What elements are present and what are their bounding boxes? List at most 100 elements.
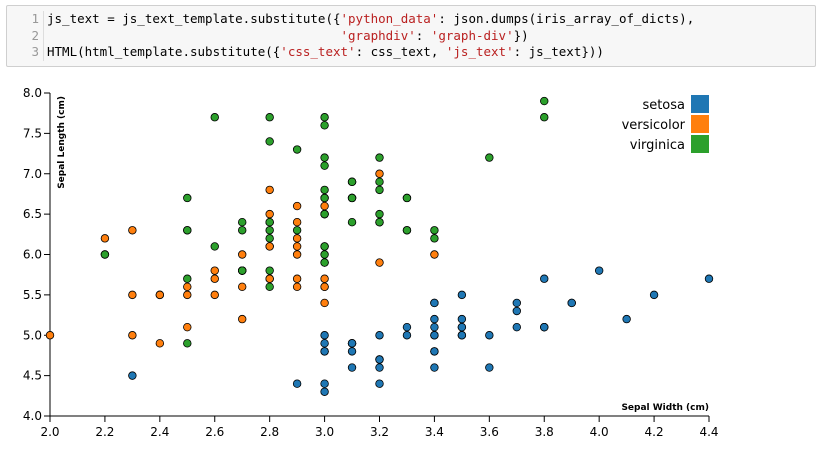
point [347,347,357,356]
y-tick-label: 5.5 [23,288,42,302]
point [512,322,521,332]
point [210,113,219,122]
point [292,217,302,227]
y-tick-label: 6.0 [23,248,42,262]
point [265,185,274,195]
point [265,282,274,291]
y-axis-label: Sepal Length (cm) [57,96,67,189]
point [320,193,329,203]
point [183,322,192,332]
point [210,242,219,251]
point [512,306,521,316]
point [292,145,302,154]
point [375,185,384,195]
code-token: : json.dumps(iris_array_of_dicts), [438,11,695,26]
point [347,363,357,372]
point [540,96,549,106]
line-number: 3 [31,44,39,59]
point [183,282,192,291]
code-line: 'graphdiv': 'graph-div'}) [47,28,694,45]
point [320,379,329,388]
y-tick-label: 8.0 [23,86,42,100]
x-tick-label: 2.0 [40,425,59,439]
point [402,322,412,332]
x-tick-label: 3.0 [315,425,334,439]
point [265,113,274,122]
code-token: HTML(html_template.substitute({ [47,44,281,59]
point [320,258,329,267]
point [540,274,549,283]
y-tick-label: 6.5 [23,207,42,221]
point [183,193,192,203]
point [320,209,329,219]
point [238,314,247,324]
point [128,331,137,340]
point [704,274,714,283]
point [430,347,439,356]
point [485,153,494,162]
point [512,298,521,308]
point [265,137,274,146]
point [540,322,549,332]
point [128,226,137,235]
point [210,266,219,275]
y-tick-label: 4.0 [23,409,42,423]
code: js_text = js_text_template.substitute({'… [47,11,694,61]
legend-swatch [691,115,709,133]
point [375,331,384,340]
point [292,250,302,259]
point [265,242,274,251]
point [100,234,110,243]
point [540,113,549,122]
y-tick-label: 5.0 [23,328,42,342]
point [265,234,274,243]
code-line: js_text = js_text_template.substitute({'… [47,11,694,28]
point [210,274,219,283]
point [183,339,192,348]
code-token: 'graph-div' [430,27,514,43]
code-token: 'js_text' [445,44,514,59]
point [292,274,302,283]
point [402,226,412,235]
y-tick-label: 4.5 [23,369,42,383]
point [347,339,357,348]
point [320,331,329,340]
point [238,250,247,259]
code-line: HTML(html_template.substitute({'css_text… [47,44,694,61]
point [347,217,357,227]
point [402,193,412,203]
point [265,217,274,227]
x-tick-label: 4.2 [645,425,664,439]
point [375,169,384,178]
point [485,331,494,340]
point [320,387,329,396]
point [265,274,274,283]
line-number: 2 [31,27,39,43]
code-token: 'css_text' [280,44,356,59]
code-token: }) [513,27,529,43]
point [128,290,137,300]
point [375,177,384,187]
point [649,290,659,300]
point [375,153,384,162]
point [347,193,357,203]
point [430,314,439,324]
point [375,363,384,372]
point [320,185,329,195]
point [320,201,329,211]
point [292,379,302,388]
point [430,234,439,243]
point [320,274,329,283]
point [100,250,110,259]
point [567,298,576,308]
x-tick-label: 3.6 [480,425,499,439]
point [375,355,384,364]
point [320,339,329,348]
point [375,379,384,388]
point [320,282,329,291]
point [430,226,439,235]
point [238,217,247,227]
point [375,209,384,219]
